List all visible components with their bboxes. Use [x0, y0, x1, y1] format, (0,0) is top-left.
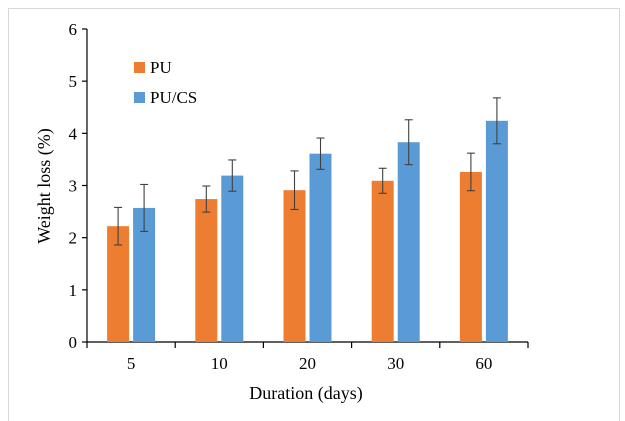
- y-axis-title: Weight loss (%): [34, 128, 55, 244]
- x-axis: 5 10 20 30 60: [86, 341, 529, 373]
- legend-label: PU/CS: [150, 88, 197, 107]
- bar-pu-cs-60: [485, 120, 508, 343]
- x-tick-label: 60: [475, 354, 492, 373]
- x-tick-label: 5: [127, 354, 136, 373]
- bar-pu-cs-30: [397, 142, 420, 342]
- bar-pu-60: [459, 171, 482, 342]
- y-tick-label: 1: [69, 281, 78, 300]
- bar-pu-cs-5: [133, 207, 156, 342]
- y-tick-label: 3: [69, 177, 78, 196]
- bars: [107, 120, 508, 343]
- x-tick-label: 30: [387, 354, 404, 373]
- x-axis-title: Duration (days): [249, 383, 362, 404]
- y-tick-label: 0: [69, 333, 78, 352]
- legend: PU PU/CS: [134, 58, 197, 107]
- y-axis: 0 1 2 3 4 5 6: [69, 20, 88, 352]
- y-tick-label: 2: [69, 229, 78, 248]
- y-tick-label: 5: [69, 72, 78, 91]
- bar-pu-cs-10: [221, 175, 244, 342]
- bar-pu-5: [107, 226, 130, 342]
- bar-pu-10: [195, 199, 218, 342]
- legend-label: PU: [150, 58, 172, 77]
- legend-swatch: [134, 92, 145, 103]
- legend-swatch: [134, 62, 145, 73]
- x-tick-label: 10: [211, 354, 228, 373]
- bar-pu-cs-20: [309, 153, 332, 342]
- y-tick-label: 4: [69, 124, 78, 143]
- y-tick-label: 6: [69, 20, 78, 39]
- bar-pu-20: [283, 190, 306, 342]
- bar-pu-30: [371, 180, 394, 342]
- x-tick-label: 20: [299, 354, 316, 373]
- error-bars: [114, 97, 501, 246]
